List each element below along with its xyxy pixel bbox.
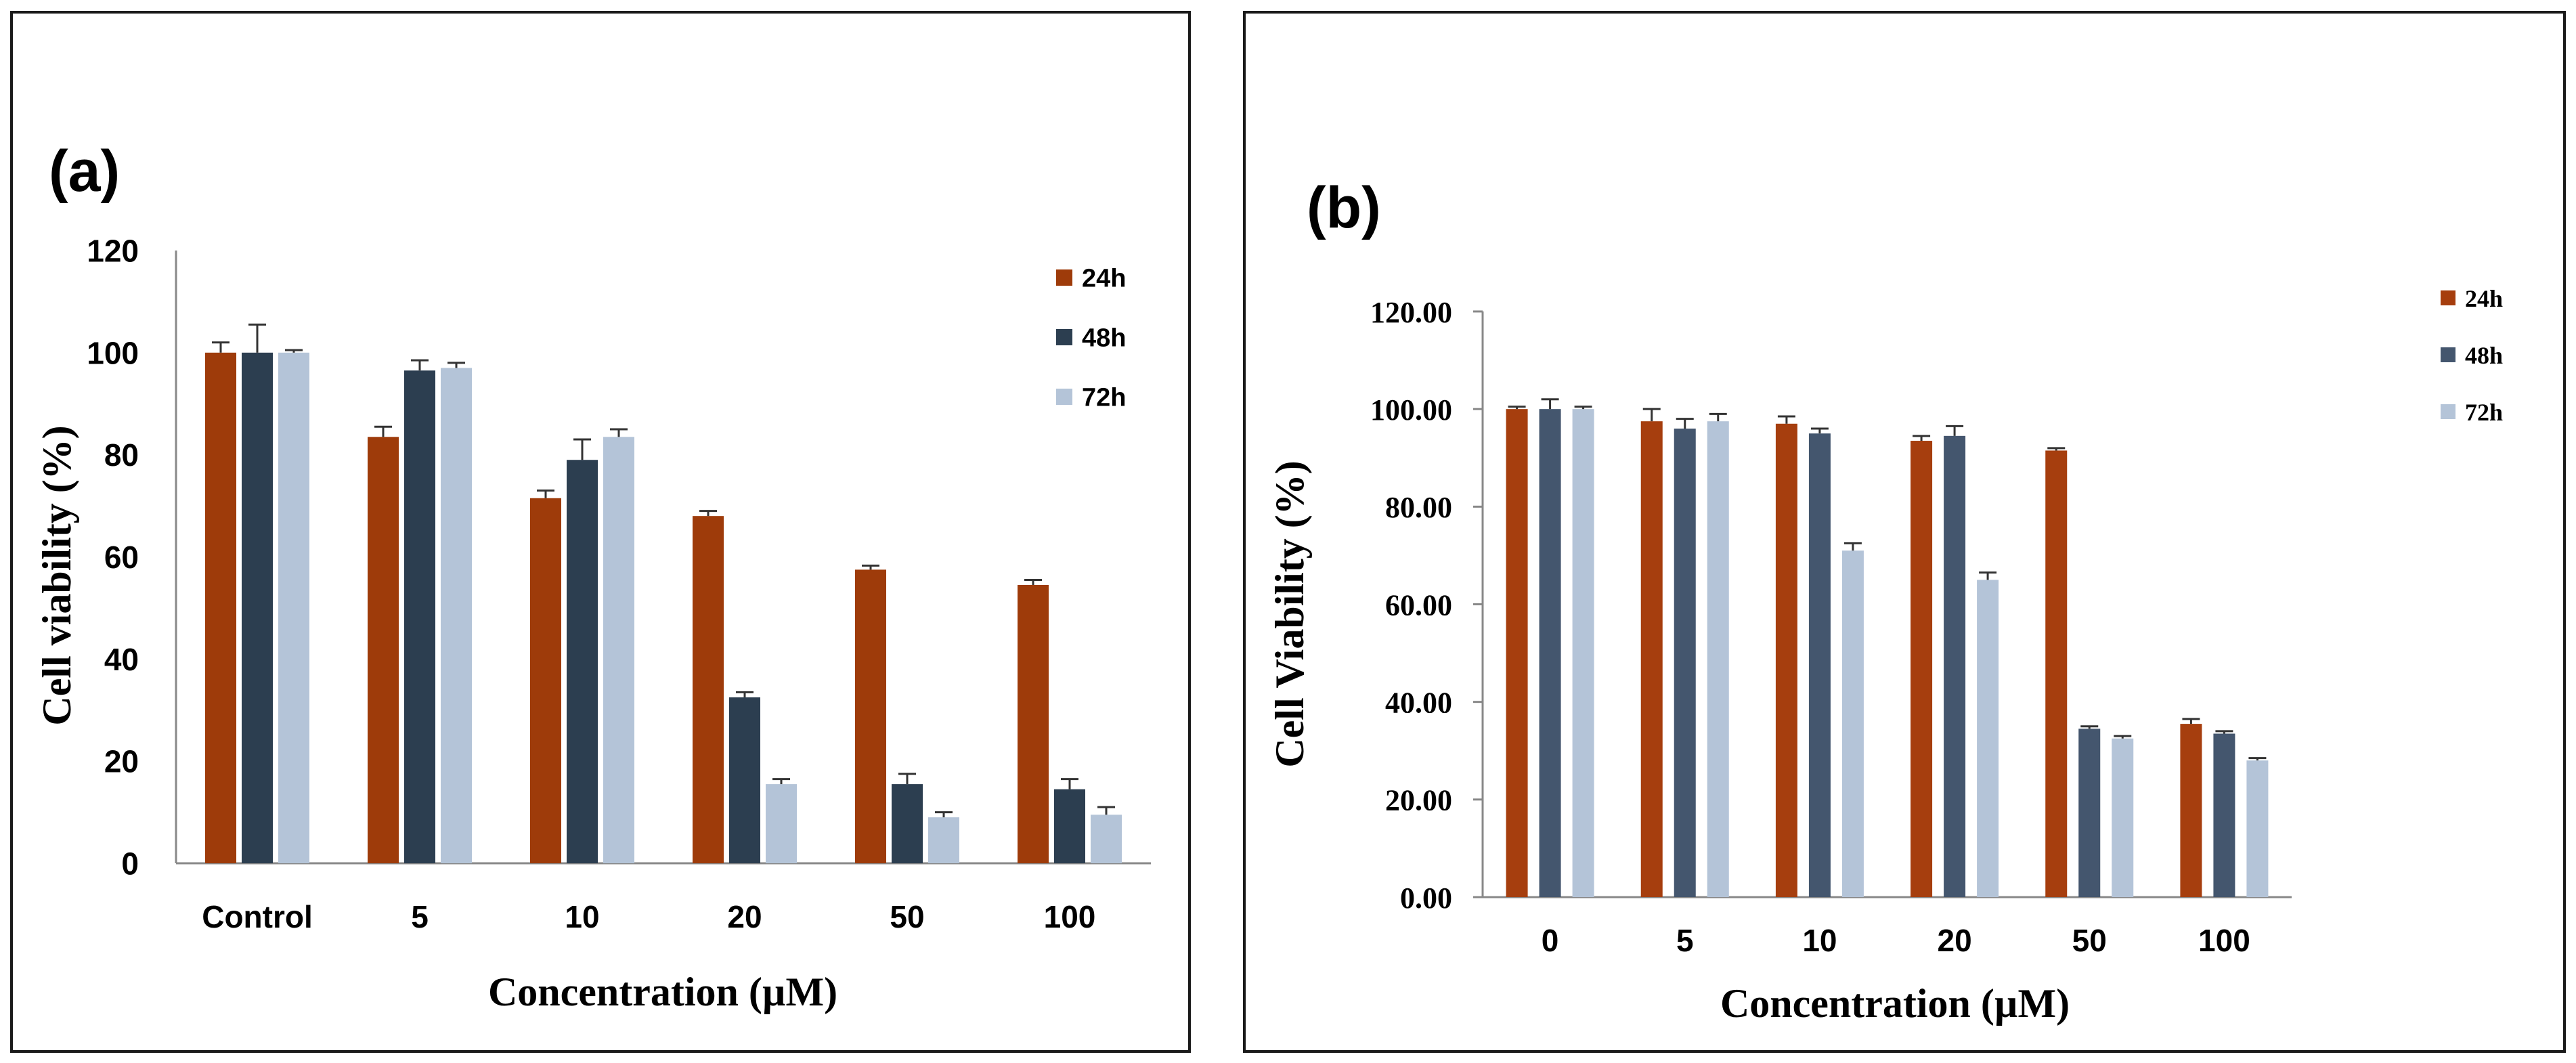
panel-a-bar-72h [766,784,797,863]
panel-b-x-tick-label: 10 [1802,923,1837,958]
panel-a-y-tick-label: 0 [121,846,139,882]
panel-b-x-tick-label: 50 [2072,923,2107,958]
panel-b-y-tick-label: 40.00 [1385,687,1452,720]
panel-a-legend-swatch-48h [1056,329,1072,345]
panel-a-y-tick-label: 120 [87,234,139,269]
panel-b-x-axis-title: Concentration (µM) [1720,981,2070,1026]
panel-a-y-tick-label: 80 [104,437,139,473]
panel-a-bar-24h [530,498,561,863]
panel-b-y-tick-label: 60.00 [1385,588,1452,622]
panel-b-bar-72h [1841,550,1864,897]
panel-a-legend-swatch-72h [1056,389,1072,405]
panel-a-x-tick-label: 50 [890,899,924,934]
panel-a-bar-48h [567,460,598,863]
panel-b-bar-48h [1674,429,1696,897]
panel-b-frame [1243,11,2566,1053]
panel-a-frame [10,11,1191,1053]
panel-a-bar-72h [603,437,634,863]
panel-b-bar-48h [1944,435,1966,897]
panel-b-legend-swatch-24h [2441,290,2455,305]
panel-a-y-tick-label: 100 [87,335,139,370]
panel-b-bar-48h [1539,409,1561,897]
panel-b-y-tick-label: 120.00 [1370,296,1452,329]
panel-a-legend-label-24h: 24h [1082,265,1126,293]
panel-b-bar-48h [1808,433,1831,897]
panel-a-x-tick-label: 10 [565,899,599,934]
panel-b-x-tick-label: 100 [2198,923,2250,958]
panel-a-bar-24h [368,437,399,863]
panel-a-bar-48h [1054,789,1085,863]
panel-a-bar-24h [1018,584,1049,863]
panel-b-legend-swatch-48h [2441,347,2455,362]
panel-a-x-tick-label: Control [202,899,313,934]
panel-a-bar-72h [1091,815,1122,863]
panel-a-legend-label-72h: 72h [1082,384,1126,412]
panel-b-bar-24h [2180,724,2202,897]
panel-b-bar-72h [2246,760,2269,897]
panel-b-x-tick-label: 0 [1542,923,1559,958]
panel-a-bar-72h [278,352,309,863]
panel-a-y-tick-label: 20 [104,744,139,779]
panel-b-bar-72h [1707,421,1729,897]
panel-b-x-tick-label: 20 [1937,923,1971,958]
panel-b-label: (b) [1307,175,1381,240]
panel-b-bar-24h [1640,421,1663,897]
panel-b-legend-label-24h: 24h [2465,285,2503,312]
panel-a-x-tick-label: 5 [411,899,429,934]
panel-b-y-axis-title: Cell Viability (%) [1267,460,1312,767]
panel-a-bar-72h [441,368,472,863]
panel-a-bar-24h [693,516,724,863]
panel-a-y-tick-label: 60 [104,540,139,575]
panel-a-bar-24h [855,569,886,863]
panel-b-x-tick-label: 5 [1676,923,1694,958]
panel-a-bar-48h [892,784,923,863]
panel-b-bar-24h [1506,409,1528,897]
panel-a-x-axis-title: Concentration (µM) [488,970,837,1014]
panel-a-label: (a) [49,139,120,204]
panel-a-legend-swatch-24h [1056,269,1072,286]
panel-b-bar-24h [1775,423,1797,897]
panel-b-y-tick-label: 20.00 [1385,784,1452,817]
panel-a-y-axis-title: Cell viability (%) [35,425,79,725]
panel-b-legend-label-48h: 48h [2465,342,2503,369]
panel-b-legend-label-72h: 72h [2465,399,2503,426]
panel-a-bar-72h [928,817,959,863]
panel-b-bar-24h [2045,450,2068,897]
panel-a-bar-48h [242,352,273,863]
panel-a-bar-24h [205,352,236,863]
panel-b-bar-48h [2078,729,2101,897]
panel-a-x-tick-label: 20 [727,899,762,934]
panel-a-plot: 0 20 40 60 80 100 120 Control 5 10 20 50 100 24h 48h 72… [87,234,1151,934]
panel-b-legend-swatch-72h [2441,404,2455,419]
panel-b-bar-24h [1911,441,1933,897]
panel-a-bar-48h [729,697,760,863]
panel-b-y-tick-label: 80.00 [1385,491,1452,524]
panel-b-y-tick-label: 100.00 [1370,393,1452,427]
panel-b-y-tick-label: 0.00 [1400,882,1452,915]
panel-b-bar-72h [1572,409,1594,897]
panel-b-bar-72h [2112,738,2134,897]
panel-a-legend-label-48h: 48h [1082,324,1126,353]
panel-a-x-tick-label: 100 [1044,899,1096,934]
panel-b-bar-72h [1977,580,1999,897]
panel-a-bar-48h [404,370,435,863]
panel-a-y-tick-label: 40 [104,642,139,677]
panel-b-plot: 0.00 20.00 40.00 60.00 80.00 100.00 120.00 0 5 10… [1370,285,2503,958]
panel-b-bar-48h [2213,733,2235,897]
